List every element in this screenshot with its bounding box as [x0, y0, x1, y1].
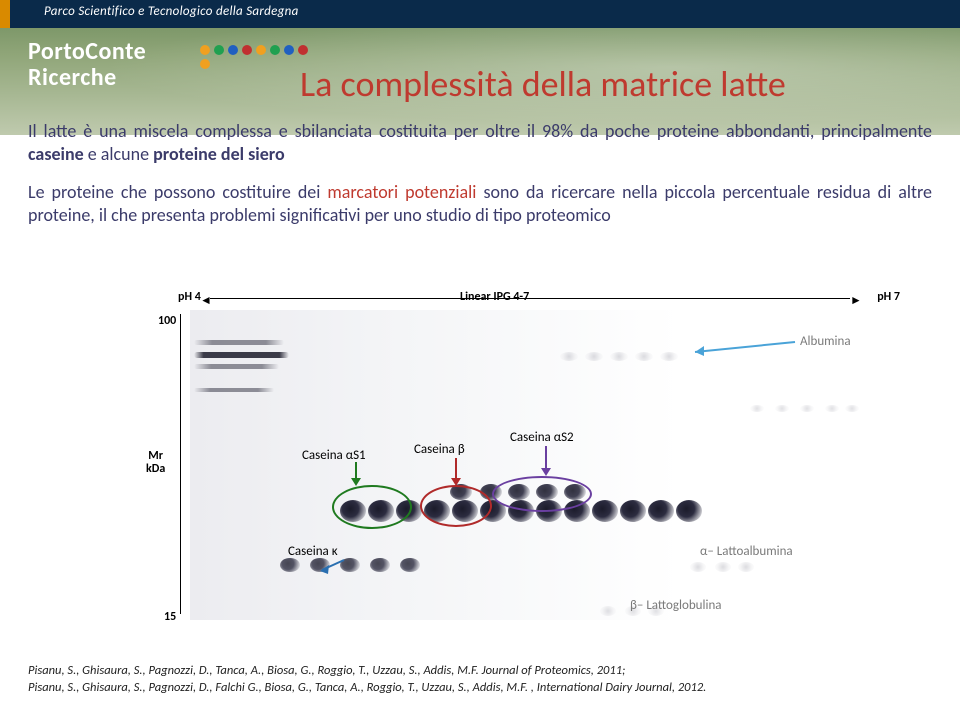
annot-circle-as2 [492, 476, 592, 512]
label-a-lacto: α– Lattoalbumina [700, 544, 793, 559]
gel-spot [592, 500, 618, 522]
logo-dot [200, 59, 210, 69]
ph-left-label: pH 4 [178, 290, 201, 304]
gel-spot [750, 405, 764, 412]
strip-accent [0, 0, 10, 28]
figure-frame: pH 4 ◄ Linear IPG 4-7 ► pH 7 100 Mr kDa … [60, 290, 900, 630]
gel-spot [610, 352, 628, 361]
mr-bottom-label: 15 [164, 610, 176, 624]
gel-spot [715, 562, 731, 572]
slide-root: Parco Scientifico e Tecnologico della Sa… [0, 0, 960, 711]
logo-dot [270, 45, 280, 55]
gel-figure: pH 4 ◄ Linear IPG 4-7 ► pH 7 100 Mr kDa … [60, 290, 900, 630]
arrow-beta [448, 458, 468, 488]
gel-spot [280, 558, 300, 572]
arrow-left-icon: ◄ [200, 293, 212, 308]
gel-spot [370, 558, 390, 572]
p1-b2: proteine del siero [153, 143, 285, 165]
gel-spot [825, 405, 839, 412]
logo-dot [284, 45, 294, 55]
annot-circle-as1 [332, 485, 412, 529]
banner-strip: Parco Scientifico e Tecnologico della Sa… [0, 0, 960, 28]
mr-axis-line [180, 314, 181, 614]
sds-band [194, 388, 274, 392]
label-b-lacto: β– Lattoglobulina [630, 598, 722, 613]
paragraph-2: Le proteine che possono costituire dei m… [28, 181, 932, 226]
sds-band [194, 340, 284, 345]
ph-right-label: pH 7 [877, 290, 900, 304]
mr-axis-label: Mr kDa [146, 450, 165, 476]
paragraph-1: Il latte è una miscela complessa e sbila… [28, 120, 932, 165]
gel-spot [585, 352, 603, 361]
label-cas-kappa: Caseina κ [288, 544, 338, 559]
arrow-kappa [318, 558, 348, 576]
p1-b1: caseine [28, 143, 84, 165]
arrow-as2 [538, 446, 558, 478]
ref-line-2: Pisanu, S., Ghisaura, S., Pagnozzi, D., … [28, 680, 932, 697]
p1-mid: e alcune [84, 143, 153, 165]
gel-spot [560, 352, 578, 361]
p2-prefix: Le proteine che possono costituire dei [28, 181, 327, 203]
gel-spot [738, 562, 754, 572]
arrow-albumin [690, 338, 800, 358]
gel-spot [690, 562, 706, 572]
logo-text: PortoConte Ricerche [28, 40, 146, 90]
gel-spot [775, 405, 789, 412]
gel-spot [600, 606, 616, 616]
gel-spot [676, 500, 702, 522]
label-albumin: Albumina [800, 334, 851, 349]
gel-spot [635, 352, 653, 361]
park-name: Parco Scientifico e Tecnologico della Sa… [44, 4, 299, 19]
gel-spot [800, 405, 814, 412]
references: Pisanu, S., Ghisaura, S., Pagnozzi, D., … [28, 663, 932, 697]
slide-title: La complessità della matrice latte [300, 62, 786, 106]
ph-mid-label: Linear IPG 4-7 [460, 290, 529, 304]
logo-dot [228, 45, 238, 55]
p2-red: marcatori potenziali [327, 181, 476, 203]
body-text: Il latte è una miscela complessa e sbila… [28, 120, 932, 242]
gel-spot [660, 352, 678, 361]
logo-dot [242, 45, 252, 55]
ref-line-1: Pisanu, S., Ghisaura, S., Pagnozzi, D., … [28, 663, 932, 680]
ph-axis-line [210, 298, 850, 299]
gel-spot [620, 500, 646, 522]
label-cas-as1: Caseina αS1 [302, 448, 366, 463]
label-cas-beta: Caseina β [414, 442, 465, 457]
annot-circle-beta [420, 485, 492, 527]
gel-spot [648, 500, 674, 522]
arrow-as1 [348, 462, 368, 488]
logo-dot [256, 45, 266, 55]
p1-prefix: Il latte è una miscela complessa e sbila… [28, 120, 932, 142]
logo-dot [200, 45, 210, 55]
label-cas-as2: Caseina αS2 [510, 430, 574, 445]
sds-band [194, 364, 279, 369]
mr-top-label: 100 [158, 314, 176, 328]
gel-spot [845, 405, 859, 412]
gel-spot [400, 558, 420, 572]
arrow-right-icon: ► [850, 293, 862, 308]
logo-dot [298, 45, 308, 55]
logo-line2: Ricerche [28, 66, 146, 90]
sds-band [194, 352, 289, 358]
logo-line1: PortoConte [28, 40, 146, 64]
logo-dot [214, 45, 224, 55]
